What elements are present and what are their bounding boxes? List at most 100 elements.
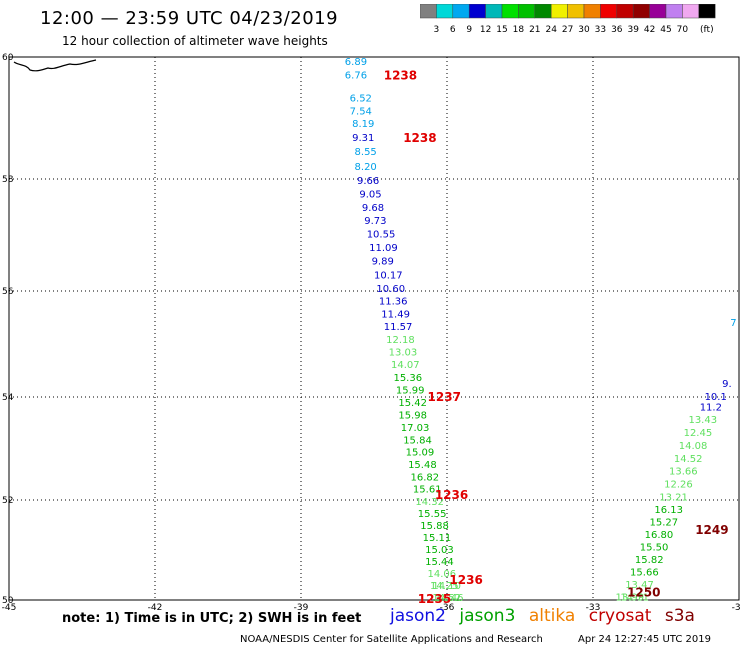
swh-value-track1: 15.88: [420, 521, 449, 532]
scale-label: 12: [480, 25, 491, 35]
swh-value-track1: 15.42: [398, 398, 427, 409]
swh-value-track2: 13.47: [625, 580, 654, 591]
swh-value-track2: 14.52: [674, 454, 703, 465]
swh-value-track1: 15.36: [393, 373, 422, 384]
swh-value-track1: 14.07: [391, 360, 420, 371]
scale-label: 18: [513, 25, 525, 35]
y-tick-label: 50: [2, 596, 14, 606]
scale-label: 9: [466, 25, 472, 35]
pass-number-label: 1236: [449, 573, 482, 587]
x-tick-label: -30: [732, 603, 740, 613]
swh-value-track1: 15.84: [403, 435, 432, 446]
chart-title: 12:00 — 23:59 UTC 04/23/2019: [40, 8, 339, 29]
scale-label: 36: [611, 25, 623, 35]
swh-value-track1: 17.03: [401, 423, 430, 434]
swh-value-track2: 14.71: [620, 593, 649, 604]
legend-altika: altika: [528, 606, 576, 626]
pass-number-label: 1235: [418, 592, 451, 606]
swh-value-track1: 8.19: [352, 119, 374, 130]
swh-value-track1: 15.98: [398, 411, 427, 422]
swh-value-track1: 14.52: [432, 593, 461, 604]
satellite-legend: jason2 jason3 altika cryosat s3a: [390, 606, 703, 626]
x-tick-label: -45: [2, 603, 17, 613]
y-tick-label: 56: [2, 287, 14, 297]
note-text: note: 1) Time is in UTC; 2) SWH is in fe…: [62, 611, 362, 626]
swh-value-track1: 15.11: [423, 533, 452, 544]
swh-value-track1: 14.10: [432, 581, 461, 592]
swh-value-track1: 15.03: [425, 545, 454, 556]
swh-value-track1: 14.06: [428, 569, 457, 580]
scale-swatch: [698, 4, 716, 19]
y-tick-label: 58: [2, 175, 14, 185]
x-tick-label: -33: [586, 603, 601, 613]
swh-value-track1: 9.66: [357, 176, 379, 187]
swh-value-track1: 15.48: [408, 460, 437, 471]
swh-value-track2: 12.45: [684, 428, 713, 439]
swh-value-track1: 13.03: [389, 347, 418, 358]
swh-value-track1: 11.57: [384, 322, 413, 333]
swh-value-track2: 13.43: [688, 415, 717, 426]
swh-value-track1: 15.61: [413, 485, 442, 496]
swh-value-track1: 15.09: [406, 448, 435, 459]
swh-value-track1: 9.05: [359, 190, 381, 201]
swh-value-track2: 16.80: [645, 530, 674, 541]
scale-label: 24: [545, 25, 557, 35]
swh-value-track1: 15.55: [418, 509, 447, 520]
scale-label: 45: [660, 25, 671, 35]
swh-value-track1: 9.73: [364, 216, 386, 227]
scale-label: 6: [450, 25, 456, 35]
swh-value-track1: 6.76: [345, 70, 367, 81]
swh-value-track2: 11.2: [700, 402, 722, 413]
chart-subtitle: 12 hour collection of altimeter wave hei…: [62, 34, 328, 48]
scale-label: 3: [434, 25, 440, 35]
legend-jason3: jason3: [459, 606, 516, 626]
swh-value-track1: 6.89: [345, 57, 367, 68]
swh-value-track1: 14.25: [430, 581, 459, 592]
swh-value-track1: 11.49: [381, 309, 410, 320]
scale-label: 27: [562, 25, 573, 35]
scale-label: 70: [677, 25, 689, 35]
swh-value-track2: 16.13: [654, 505, 683, 516]
swh-value-track1: 8.55: [355, 147, 377, 158]
swh-value-track2: 13.66: [669, 467, 698, 478]
pass-number-label: 1238: [403, 131, 436, 145]
swh-value-track1: 10.55: [367, 229, 396, 240]
swh-value-track1: 10.60: [376, 284, 405, 295]
swh-value-track2: 15.82: [635, 555, 664, 566]
swh-value-track2: 9.: [722, 379, 732, 390]
swh-value-track2: 10.1: [705, 392, 727, 403]
swh-value-track1: 12.18: [386, 335, 415, 346]
swh-value-track1: 16.82: [411, 472, 440, 483]
swh-value-track1: 8.20: [355, 162, 377, 173]
y-tick-label: 60: [2, 53, 14, 63]
swh-value-track1: 15.44: [425, 557, 454, 568]
swh-value-track1: 10.17: [374, 270, 403, 281]
swh-value-track1: 9.31: [352, 133, 374, 144]
swh-value-track1: 9.68: [362, 203, 384, 214]
swh-value-track2: 12.26: [664, 480, 693, 491]
scale-label: 33: [595, 25, 606, 35]
swh-value-track2: 14.08: [679, 441, 708, 452]
swh-value-track1: 11.09: [369, 243, 398, 254]
legend-jason2: jason2: [390, 606, 446, 626]
y-tick-label: 52: [2, 496, 13, 506]
swh-value-track1: 9.89: [372, 256, 394, 267]
scale-label: 15: [496, 25, 507, 35]
pass-number-label: 1238: [384, 68, 417, 82]
pass-number-label: 1236: [435, 488, 468, 502]
pass-number-label: 1250: [627, 586, 660, 600]
scale-label: 30: [578, 25, 590, 35]
swh-value-track1: 11.36: [379, 297, 408, 308]
swh-value-track2: 15.66: [630, 568, 659, 579]
scale-label: 42: [644, 25, 655, 35]
coastline: [13, 59, 97, 72]
y-tick-label: 54: [2, 393, 14, 403]
swh-value-track1: 14.32: [415, 497, 444, 508]
swh-value-track2: 7: [730, 318, 736, 329]
swh-value-track1: 7.54: [350, 106, 372, 117]
pass-number-label: 1249: [695, 523, 728, 537]
color-scale: 3 6 9 12 15 18 21 24 27 30 33 36 39 42 45 70 (ft): [420, 4, 716, 35]
swh-value-track2: 13.21: [659, 492, 688, 503]
